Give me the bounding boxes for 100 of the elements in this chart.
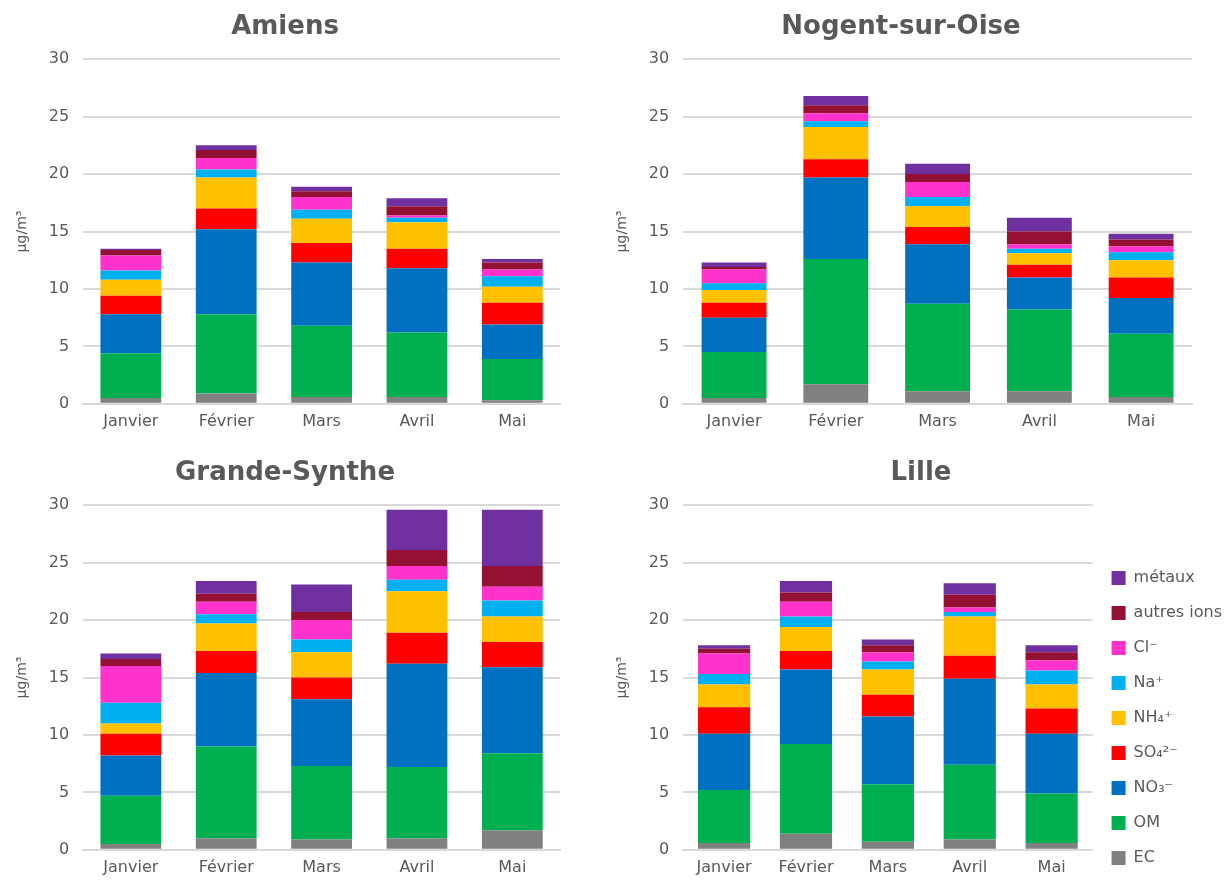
y-tick-label: 10	[48, 278, 70, 298]
bar	[943, 764, 996, 840]
y-tick-label: 20	[48, 609, 70, 629]
y-tick-label: 30	[48, 494, 70, 514]
bar	[779, 669, 833, 745]
bar	[779, 581, 833, 593]
bar	[195, 593, 257, 602]
bar	[100, 755, 162, 796]
bar	[905, 244, 971, 304]
bar	[100, 653, 162, 660]
bar	[481, 259, 543, 263]
bar	[701, 317, 767, 353]
bar	[1025, 652, 1078, 661]
y-axis-title: µg/m³	[613, 656, 630, 699]
bar	[100, 314, 162, 354]
y-tick-label: 15	[648, 666, 670, 686]
bar	[1025, 842, 1078, 849]
bar	[386, 767, 448, 839]
bar	[291, 325, 352, 397]
bar	[1025, 733, 1078, 794]
bar	[943, 839, 996, 849]
bar	[291, 839, 352, 849]
y-tick-label: 10	[648, 278, 670, 298]
y-tick-label: 5	[658, 781, 670, 801]
bar	[701, 302, 767, 318]
bar	[1006, 217, 1072, 232]
bar	[1108, 260, 1174, 278]
y-axis-title: µg/m³	[613, 210, 630, 253]
bar	[905, 303, 971, 392]
y-tick-label: 10	[48, 724, 70, 744]
bar	[1025, 670, 1078, 685]
bar	[386, 566, 448, 580]
bar	[905, 174, 971, 183]
bar	[861, 661, 914, 670]
bar	[698, 790, 751, 843]
chart-title: Lille	[890, 456, 952, 487]
bar	[291, 584, 352, 613]
bar	[1006, 277, 1072, 310]
y-tick-label: 20	[48, 163, 70, 183]
bar	[905, 197, 971, 207]
legend-label: NH₄⁺	[1133, 707, 1173, 727]
bar	[100, 353, 162, 399]
bar	[100, 702, 162, 724]
x-tick-label: Avril	[1021, 410, 1057, 430]
legend-label: Na⁺	[1133, 672, 1164, 692]
bar	[1108, 298, 1174, 334]
bar	[291, 396, 352, 403]
bar	[779, 616, 833, 627]
bar	[195, 314, 257, 394]
bar	[100, 723, 162, 734]
x-tick-label: Mars	[302, 410, 341, 430]
bar	[905, 182, 971, 198]
y-tick-label: 25	[648, 551, 670, 571]
bar	[481, 753, 543, 831]
bar	[698, 707, 751, 734]
bar	[195, 229, 257, 315]
bar	[195, 581, 257, 594]
bar	[481, 276, 543, 287]
y-tick-label: 30	[648, 48, 670, 68]
bar	[803, 113, 869, 122]
bar	[386, 222, 448, 249]
bar	[481, 830, 543, 849]
bar	[1006, 253, 1072, 265]
chart-title: Amiens	[231, 10, 339, 41]
x-tick-label: Février	[198, 856, 255, 876]
bar	[698, 842, 751, 849]
bar	[481, 400, 543, 403]
bar	[100, 666, 162, 703]
bar	[803, 384, 869, 403]
y-tick-label: 5	[58, 781, 70, 801]
y-tick-label: 30	[48, 48, 70, 68]
legend-label: SO₄²⁻	[1133, 742, 1178, 762]
bar	[779, 744, 833, 834]
x-tick-label: Février	[808, 410, 864, 430]
bar	[861, 694, 914, 717]
x-tick-label: Mai	[1127, 410, 1156, 430]
bar	[291, 191, 352, 198]
bar	[1025, 645, 1078, 653]
legend-label: NO₃⁻	[1133, 777, 1173, 797]
y-tick-label: 25	[48, 551, 70, 571]
bar	[386, 663, 448, 768]
bar	[861, 669, 914, 695]
y-tick-label: 15	[48, 220, 70, 240]
x-tick-label: Avril	[399, 410, 435, 430]
bar	[698, 653, 751, 675]
bar	[1025, 684, 1078, 709]
bar	[803, 95, 869, 106]
bar	[803, 177, 869, 260]
bar	[701, 283, 767, 291]
bar	[100, 733, 162, 756]
x-tick-label: Mars	[868, 856, 908, 876]
y-tick-label: 15	[48, 666, 70, 686]
bar	[291, 262, 352, 326]
bar	[943, 583, 996, 595]
bar	[386, 248, 448, 269]
bar	[1108, 277, 1174, 299]
bar	[779, 592, 833, 602]
bar	[698, 645, 751, 649]
bar	[803, 159, 869, 178]
bar	[1025, 660, 1078, 671]
